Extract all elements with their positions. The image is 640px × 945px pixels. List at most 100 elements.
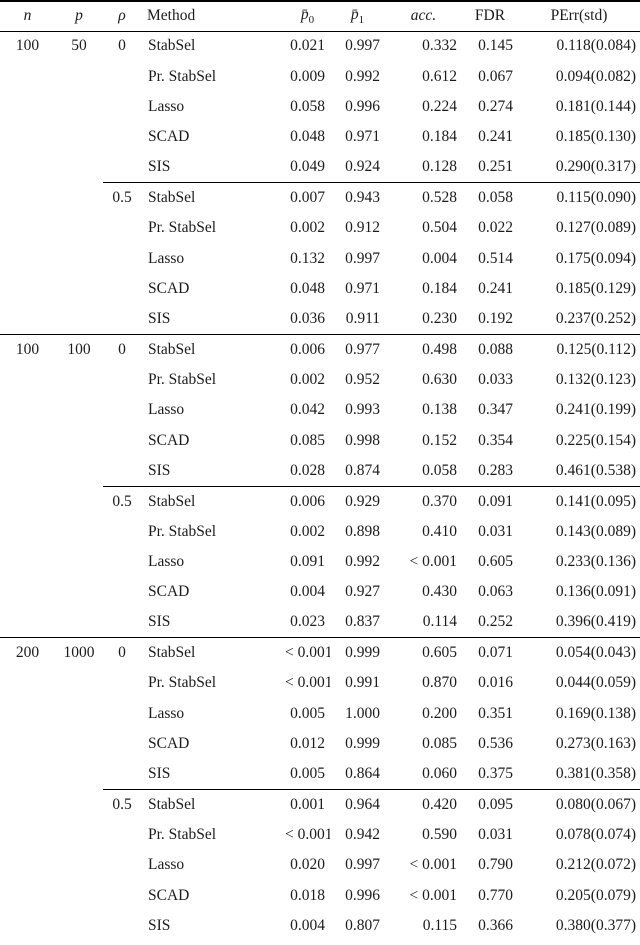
cell-perr: 0.094(0.082)	[555, 67, 636, 85]
column-header-method: Method	[147, 7, 196, 25]
cell-p1: 0.999	[345, 735, 380, 753]
cell-p	[55, 517, 103, 547]
cell-n	[0, 820, 55, 850]
cell-p	[55, 152, 103, 182]
cell-method: StabSel	[148, 37, 196, 55]
cell-p0: 0.006	[285, 485, 330, 517]
cell-n	[0, 425, 55, 455]
cell-p1: 0.998	[345, 431, 380, 449]
cell-fdr: 0.366	[478, 917, 513, 935]
cell-p0: 0.091	[290, 553, 325, 571]
cell-perr: 0.127(0.089)	[555, 219, 636, 237]
table-row: Pr. StabSel 0.009 0.992 0.612 0.067 0.094(0.0…	[0, 61, 640, 91]
cell-method: Lasso	[148, 553, 185, 571]
cell-p	[55, 699, 103, 729]
cell-rho	[103, 152, 141, 182]
cell-fdr: 0.016	[478, 674, 513, 692]
cell-fdr: 0.514	[478, 249, 513, 267]
cell-perr: 0.461(0.538)	[555, 461, 636, 479]
cell-acc: 0.085	[422, 735, 457, 753]
cell-perr: 0.381(0.358)	[555, 765, 636, 783]
cell-p1: 0.943	[330, 182, 385, 214]
cell-fdr: 0.071	[462, 637, 518, 669]
cell-fdr: 0.022	[478, 219, 513, 237]
table-row: 200 1000 0 StabSel < 0.001 0.999 0.605 0.071 0.0…	[0, 637, 640, 669]
cell-p	[55, 668, 103, 698]
table-row: SIS 0.036 0.911 0.230 0.192 0.237(0.252)	[0, 304, 640, 334]
cell-rho	[103, 517, 141, 547]
cell-rho	[103, 608, 141, 638]
table-row: SCAD 0.085 0.998 0.152 0.354 0.225(0.154)	[0, 425, 640, 455]
cell-p1: 0.971	[345, 279, 380, 297]
cell-rho	[103, 577, 141, 607]
cell-rho: 0	[103, 637, 141, 669]
cell-perr: 0.225(0.154)	[555, 431, 636, 449]
cell-p	[55, 243, 103, 273]
cell-acc: < 0.001	[409, 886, 458, 904]
cell-fdr: 0.031	[478, 522, 513, 540]
cell-p1: 0.898	[345, 522, 380, 540]
cell-method: SIS	[148, 461, 171, 479]
cell-fdr: 0.252	[478, 613, 513, 631]
cell-p1: 1.000	[345, 704, 380, 722]
cell-p0: 0.018	[290, 886, 325, 904]
cell-p	[55, 850, 103, 880]
cell-p1: 0.837	[345, 613, 380, 631]
cell-p	[55, 274, 103, 304]
cell-p0: 0.085	[290, 431, 325, 449]
cell-acc: < 0.001	[409, 553, 458, 571]
cell-method: SCAD	[148, 583, 190, 601]
cell-n	[0, 850, 55, 880]
cell-p0: 0.021	[290, 37, 325, 55]
cell-p	[55, 486, 103, 516]
cell-perr: 0.143(0.089)	[555, 522, 636, 540]
cell-p0: 0.020	[290, 856, 325, 874]
cell-p	[55, 820, 103, 850]
cell-p0: 0.001	[285, 789, 330, 820]
cell-p	[55, 577, 103, 607]
cell-n	[0, 911, 55, 941]
cell-perr: 0.380(0.377)	[555, 917, 636, 935]
cell-p0: 0.004	[290, 583, 325, 601]
cell-rho	[103, 213, 141, 243]
table-row: Lasso 0.058 0.996 0.224 0.274 0.181(0.144)	[0, 92, 640, 122]
cell-acc: 0.224	[422, 97, 457, 115]
cell-method: Pr. StabSel	[148, 674, 217, 692]
cell-rho	[103, 820, 141, 850]
cell-rho	[103, 274, 141, 304]
cell-acc: 0.115	[422, 917, 457, 935]
cell-p0: < 0.001	[285, 674, 330, 692]
table-row: Lasso 0.091 0.992 < 0.001 0.605 0.233(0.136)	[0, 547, 640, 577]
cell-method: StabSel	[141, 637, 285, 669]
cell-method: Pr. StabSel	[148, 67, 217, 85]
cell-n	[0, 790, 55, 820]
cell-p0: 0.048	[290, 128, 325, 146]
cell-perr: 0.185(0.130)	[555, 128, 636, 146]
cell-acc: 0.612	[422, 67, 457, 85]
cell-fdr: 0.251	[478, 158, 513, 176]
cell-acc: 0.152	[422, 431, 457, 449]
table-row: SIS 0.023 0.837 0.114 0.252 0.396(0.419)	[0, 608, 640, 638]
cell-p0: 0.002	[290, 219, 325, 237]
cell-p1: 0.964	[330, 789, 385, 820]
cell-rho	[103, 243, 141, 273]
cell-fdr: 0.605	[478, 553, 513, 571]
cell-acc: 0.504	[422, 219, 457, 237]
cell-fdr: 0.536	[478, 735, 513, 753]
cell-rho	[103, 61, 141, 91]
cell-p1: 0.929	[330, 485, 385, 517]
column-header-fdr: FDR	[474, 7, 506, 25]
column-header-p: p	[75, 7, 83, 25]
cell-n	[0, 122, 55, 152]
cell-perr: 0.118(0.084)	[556, 37, 637, 55]
cell-p0: 0.058	[290, 97, 325, 115]
table-row: SCAD 0.012 0.999 0.085 0.536 0.273(0.163)	[0, 729, 640, 759]
cell-p0: 0.042	[290, 401, 325, 419]
cell-rho	[103, 425, 141, 455]
cell-acc: 0.004	[422, 249, 457, 267]
cell-n	[0, 152, 55, 182]
table-row: Lasso 0.005 1.000 0.200 0.351 0.169(0.138)	[0, 699, 640, 729]
cell-fdr: 0.192	[478, 310, 513, 328]
cell-p1: 0.952	[345, 370, 380, 388]
cell-perr: 0.125(0.112)	[518, 333, 640, 365]
